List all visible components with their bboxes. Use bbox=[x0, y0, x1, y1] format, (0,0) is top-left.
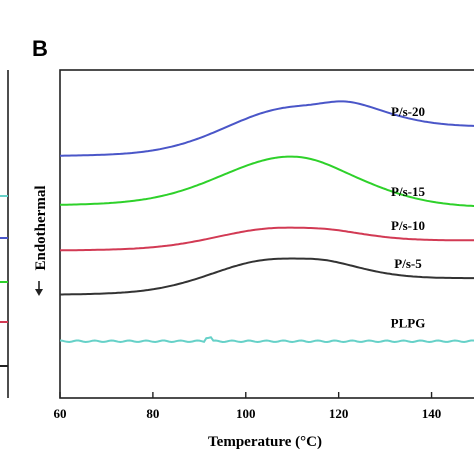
series-line-p-s-5 bbox=[60, 257, 474, 296]
x-tick-label: 80 bbox=[146, 406, 159, 421]
adjacent-panel-fragment bbox=[0, 70, 9, 398]
y-axis-title: Endothermal bbox=[33, 185, 49, 270]
panel-letter: B bbox=[32, 36, 48, 61]
plot-frame bbox=[59, 69, 474, 399]
y-axis-arrow bbox=[35, 281, 43, 296]
series-label: P/s-15 bbox=[391, 184, 425, 199]
series-line-p-s-10 bbox=[59, 226, 474, 252]
series-layer: P/s-20 P/s-15 P/s-10 P/s-5 PLPG bbox=[59, 100, 474, 344]
series-label: P/s-10 bbox=[391, 218, 425, 233]
series-line-p-s-20 bbox=[60, 100, 474, 157]
x-tick-label: 100 bbox=[236, 406, 256, 421]
x-tick-label: 60 bbox=[54, 406, 67, 421]
x-axis: 60 80 100 120 140 bbox=[54, 392, 442, 421]
series-label: P/s-5 bbox=[394, 256, 422, 271]
series-line-plpg bbox=[59, 336, 474, 344]
x-tick-label: 120 bbox=[329, 406, 349, 421]
series-label: P/s-20 bbox=[391, 104, 425, 119]
series-line-p-s-15 bbox=[60, 155, 474, 208]
x-axis-title: Temperature (°C) bbox=[208, 434, 322, 450]
series-label: PLPG bbox=[391, 315, 426, 330]
x-tick-label: 140 bbox=[422, 406, 442, 421]
